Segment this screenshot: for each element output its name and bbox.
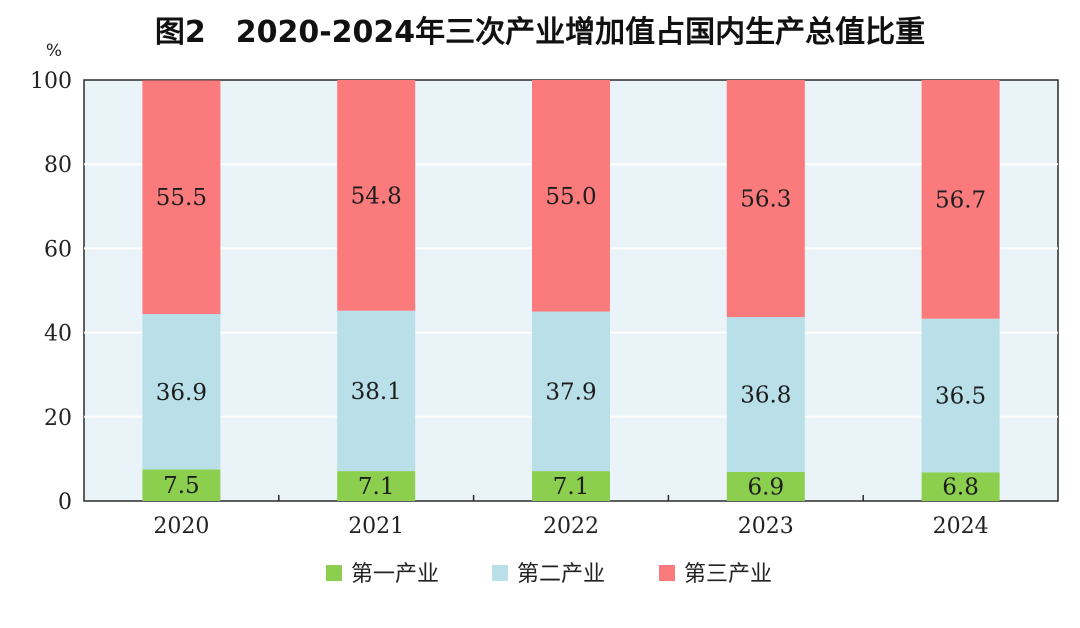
x-tick-label: 2022: [543, 514, 599, 539]
bar-segment: [532, 80, 610, 312]
bar-segment: [532, 311, 610, 472]
data-label: 56.3: [740, 187, 791, 213]
chart-title: 图2 2020-2024年三次产业增加值占国内生产总值比重: [155, 15, 925, 50]
bar-segment: [532, 471, 610, 501]
data-label: 54.8: [351, 183, 402, 209]
y-tick-label: 80: [44, 153, 72, 178]
bars: 7.5 36.9 55.5 7.1 38.1 54.8 7.1 37.9 55.0 6.9 36.8…: [142, 80, 1000, 501]
bar-segment: [921, 318, 1000, 473]
data-label: 55.0: [545, 184, 596, 210]
bar-segment: [337, 310, 416, 472]
data-label: 6.9: [748, 474, 785, 500]
y-tick-label: 40: [44, 322, 72, 347]
y-tick-label: 20: [44, 406, 72, 431]
legend-swatch: [659, 565, 675, 581]
data-label: 37.9: [545, 379, 596, 405]
data-label: 7.1: [553, 474, 590, 500]
data-label: 7.5: [163, 473, 200, 499]
y-axis-unit: %: [46, 41, 62, 61]
bar-segment: [142, 314, 221, 470]
legend-label: 第二产业: [517, 562, 605, 587]
legend: 第一产业 第二产业 第三产业: [326, 562, 772, 587]
bar-segment: [337, 80, 416, 311]
x-tick-label: 2023: [738, 514, 794, 539]
bar-segment: [921, 472, 1000, 501]
data-label: 36.5: [935, 384, 986, 410]
legend-swatch: [492, 565, 508, 581]
y-axis: 0 20 40 60 80 100: [30, 69, 72, 515]
bar-segment: [337, 471, 416, 501]
x-axis: 2020 2021 2022 2023 2024: [153, 495, 989, 539]
data-label: 7.1: [358, 474, 395, 500]
legend-label: 第三产业: [684, 562, 772, 587]
bar-segment: [142, 469, 221, 501]
data-label: 55.5: [156, 185, 207, 211]
bar-segment: [921, 80, 1000, 319]
bar-segment: [142, 80, 221, 315]
data-label: 38.1: [351, 379, 402, 405]
bar-segment: [726, 80, 805, 318]
data-label: 36.9: [156, 380, 207, 406]
y-tick-label: 0: [58, 490, 72, 515]
y-tick-label: 100: [30, 69, 72, 94]
data-label: 6.8: [942, 475, 979, 501]
x-tick-label: 2020: [153, 514, 209, 539]
y-tick-label: 60: [44, 237, 72, 262]
legend-label: 第一产业: [351, 562, 439, 587]
data-label: 36.8: [740, 382, 791, 408]
bar-segment: [726, 471, 805, 501]
legend-swatch: [326, 565, 342, 581]
data-label: 56.7: [935, 187, 986, 213]
x-tick-label: 2021: [348, 514, 404, 539]
x-tick-label: 2024: [933, 514, 989, 539]
bar-segment: [726, 317, 805, 472]
